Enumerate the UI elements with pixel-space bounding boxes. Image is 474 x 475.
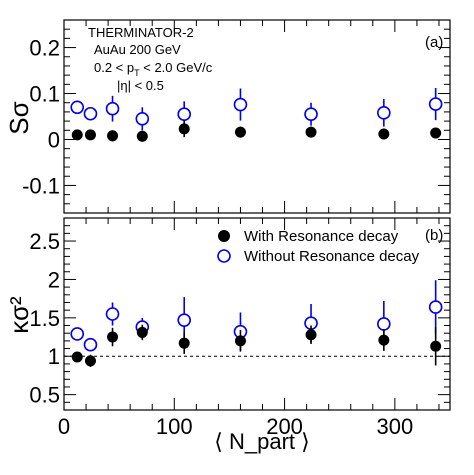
panel-b-point-without-resonance [83, 337, 98, 352]
panel-a-frame [63, 19, 451, 214]
panel-b-y-axis-label: κσ² [4, 296, 34, 334]
panel-a-point-with-resonance [71, 129, 83, 141]
panel-a-point-with-resonance [178, 123, 190, 135]
panel-a: -0.1 0 0.1 0.2 Sσ (a) THERMINATOR-2 AuAu 20… [4, 19, 451, 214]
panel-a-point-with-resonance [234, 126, 246, 138]
panel-a-point-without-resonance [177, 107, 192, 122]
panel-b-point-with-resonance [378, 334, 390, 346]
legend-label-with-resonance: With Resonance decay [244, 228, 399, 245]
panel-b-point-without-resonance [70, 327, 85, 341]
panel-b-x-tick-label: 200 [266, 414, 303, 439]
x-axis-label-text: ⟨ N_part ⟩ [214, 429, 309, 454]
panel-b-point-without-resonance [177, 313, 192, 327]
panel-a-point-with-resonance [84, 129, 96, 141]
panel-b-point-with-resonance [305, 329, 317, 341]
panel-b-point-with-resonance [71, 351, 83, 363]
panel-a-axes: -0.1 0 0.1 0.2 [22, 19, 450, 214]
legend: With Resonance decay Without Resonance d… [217, 228, 420, 265]
annotation-pt-range: 0.2 < pT < 2.0 GeV/c [94, 60, 213, 78]
panel-b-point-without-resonance [105, 307, 120, 321]
panel-b-axes: 0.5 1 1.5 2 2.5 0 100 200 300 [29, 217, 450, 439]
panel-b: 0.5 1 1.5 2 2.5 0 100 200 300 κσ² (b) With Reson… [4, 217, 451, 454]
panel-b-point-with-resonance [234, 335, 246, 347]
panel-b-y-tick-label: 2 [48, 267, 60, 292]
panel-b-x-tick-label: 0 [58, 414, 70, 439]
panel-a-point-without-resonance [105, 101, 120, 116]
panel-a-point-with-resonance [430, 127, 442, 139]
legend-marker-with-resonance [218, 230, 230, 242]
annotation-pt-post: < 2.0 GeV/c [140, 60, 213, 75]
panel-b-data [70, 280, 443, 367]
panel-a-data [70, 88, 443, 142]
annotation-model: THERMINATOR-2 [88, 25, 194, 40]
panel-b-x-tick-label: 300 [376, 414, 413, 439]
panel-b-y-tick-label: 2.5 [29, 229, 60, 254]
panel-b-point-with-resonance [430, 340, 442, 352]
legend-label-without-resonance: Without Resonance decay [244, 248, 420, 265]
panel-a-point-without-resonance [70, 100, 85, 115]
panel-a-y-tick-label: 0.2 [29, 36, 60, 61]
panel-a-point-with-resonance [305, 126, 317, 138]
panel-a-point-without-resonance [135, 111, 150, 126]
panel-a-point-with-resonance [107, 130, 119, 142]
panel-a-y-tick-label: -0.1 [22, 173, 60, 198]
panel-a-point-with-resonance [136, 130, 148, 142]
panel-a-label: (a) [425, 34, 443, 51]
panel-b-point-with-resonance [107, 331, 119, 343]
panel-a-point-without-resonance [304, 107, 318, 122]
panel-a-y-tick-label: 0 [48, 127, 60, 152]
annotation-eta: |η| < 0.5 [117, 78, 164, 93]
panel-b-point-with-resonance [178, 337, 190, 349]
x-axis-label: ⟨ N_part ⟩ [214, 429, 309, 454]
panel-b-point-without-resonance [377, 317, 391, 331]
panel-b-label: (b) [425, 227, 443, 244]
panel-a-point-without-resonance [83, 106, 98, 121]
panel-b-frame [63, 217, 451, 411]
panel-a-point-without-resonance [233, 97, 248, 112]
panel-b-y-tick-label: 1 [48, 344, 60, 369]
annotation-system: AuAu 200 GeV [94, 42, 181, 57]
panel-b-point-without-resonance [428, 300, 443, 314]
panel-b-y-tick-label: 0.5 [29, 383, 60, 408]
panel-a-y-tick-label: 0.1 [29, 82, 60, 107]
panel-a-point-without-resonance [377, 106, 391, 120]
panel-a-point-without-resonance [428, 97, 443, 111]
legend-marker-without-resonance [217, 249, 231, 263]
panel-a-point-with-resonance [378, 128, 390, 140]
panel-b-point-with-resonance [136, 326, 148, 338]
annotation-pt-pre: 0.2 < p [94, 60, 134, 75]
panel-b-y-tick-label: 1.5 [29, 306, 60, 331]
panel-a-y-axis-label: Sσ [4, 101, 34, 134]
panel-b-point-with-resonance [84, 355, 96, 367]
annotation-pt-sub: T [134, 68, 140, 78]
panel-b-x-tick-label: 100 [156, 414, 193, 439]
